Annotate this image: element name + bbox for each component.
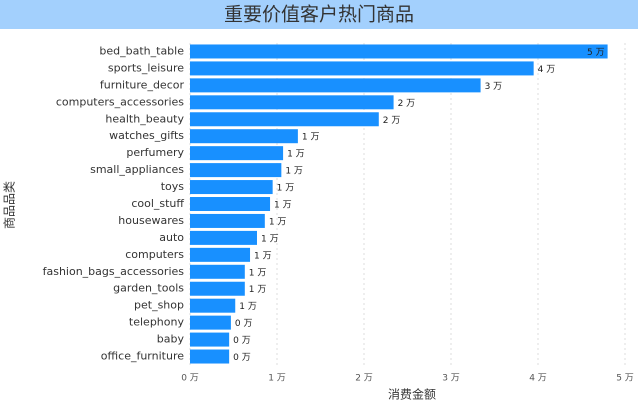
bar bbox=[190, 129, 298, 144]
value-label: 1 万 bbox=[261, 234, 279, 244]
bar bbox=[190, 44, 608, 59]
bar bbox=[190, 61, 534, 76]
value-label: 1 万 bbox=[285, 167, 303, 177]
value-label: 4 万 bbox=[538, 65, 556, 75]
bar bbox=[190, 163, 282, 178]
x-tick-label: 3 万 bbox=[442, 374, 460, 384]
value-label: 0 万 bbox=[233, 353, 251, 363]
bar bbox=[190, 332, 230, 347]
y-tick-label: perfumery bbox=[126, 146, 184, 159]
bar bbox=[190, 315, 231, 330]
y-tick-label: office_furniture bbox=[101, 350, 184, 363]
bar bbox=[190, 112, 379, 127]
y-tick-label: telephony bbox=[129, 316, 185, 329]
value-label: 1 万 bbox=[239, 302, 257, 312]
x-tick-label: 5 万 bbox=[616, 374, 634, 384]
value-label: 1 万 bbox=[287, 150, 305, 160]
bar bbox=[190, 349, 230, 364]
bar bbox=[190, 298, 236, 313]
value-label: 1 万 bbox=[274, 201, 292, 211]
y-tick-label: health_beauty bbox=[105, 112, 184, 125]
y-tick-label: cool_stuff bbox=[131, 197, 184, 210]
x-axis-title: 消费金额 bbox=[388, 387, 436, 402]
y-tick-label: baby bbox=[157, 333, 185, 346]
y-tick-label: fashion_bags_accessories bbox=[43, 265, 185, 278]
y-tick-label: small_appliances bbox=[90, 163, 184, 176]
x-tick-label: 1 万 bbox=[268, 374, 286, 384]
title-bar bbox=[0, 0, 638, 29]
y-tick-label: computers bbox=[125, 248, 184, 261]
y-tick-label: furniture_decor bbox=[100, 78, 185, 91]
x-tick-label: 4 万 bbox=[529, 374, 547, 384]
bar bbox=[190, 95, 394, 110]
bar bbox=[190, 213, 265, 228]
bar bbox=[190, 146, 284, 161]
chart-title: 重要价值客户热门商品 bbox=[224, 4, 414, 26]
value-label: 1 万 bbox=[254, 251, 272, 261]
bar bbox=[190, 281, 245, 296]
bar bbox=[190, 180, 273, 195]
y-tick-label: computers_accessories bbox=[56, 95, 184, 108]
value-label: 1 万 bbox=[302, 133, 320, 143]
value-label: 0 万 bbox=[235, 319, 253, 329]
y-tick-label: bed_bath_table bbox=[99, 44, 184, 57]
y-tick-label: housewares bbox=[118, 214, 184, 227]
value-label: 0 万 bbox=[233, 336, 251, 346]
y-tick-label: watches_gifts bbox=[109, 129, 184, 142]
value-label: 2 万 bbox=[398, 99, 416, 109]
y-tick-label: garden_tools bbox=[113, 282, 184, 295]
bar bbox=[190, 230, 257, 245]
x-tick-label: 0 万 bbox=[181, 374, 199, 384]
y-axis-title: 商品品类 bbox=[2, 181, 17, 229]
bar bbox=[190, 197, 271, 211]
x-tick-label: 2 万 bbox=[355, 374, 373, 384]
y-tick-label: sports_leisure bbox=[108, 61, 184, 74]
value-label: 1 万 bbox=[249, 268, 267, 278]
value-label: 1 万 bbox=[249, 285, 267, 295]
value-label: 3 万 bbox=[485, 82, 503, 92]
y-tick-label: pet_shop bbox=[134, 299, 184, 312]
value-label: 1 万 bbox=[269, 217, 287, 227]
bar bbox=[190, 78, 481, 93]
bar bbox=[190, 247, 251, 262]
y-tick-label: toys bbox=[161, 180, 185, 193]
bar bbox=[190, 264, 245, 279]
value-label: 2 万 bbox=[383, 116, 401, 126]
value-label: 5 万 bbox=[587, 48, 605, 58]
value-label: 1 万 bbox=[277, 184, 295, 194]
y-tick-label: auto bbox=[159, 231, 184, 244]
